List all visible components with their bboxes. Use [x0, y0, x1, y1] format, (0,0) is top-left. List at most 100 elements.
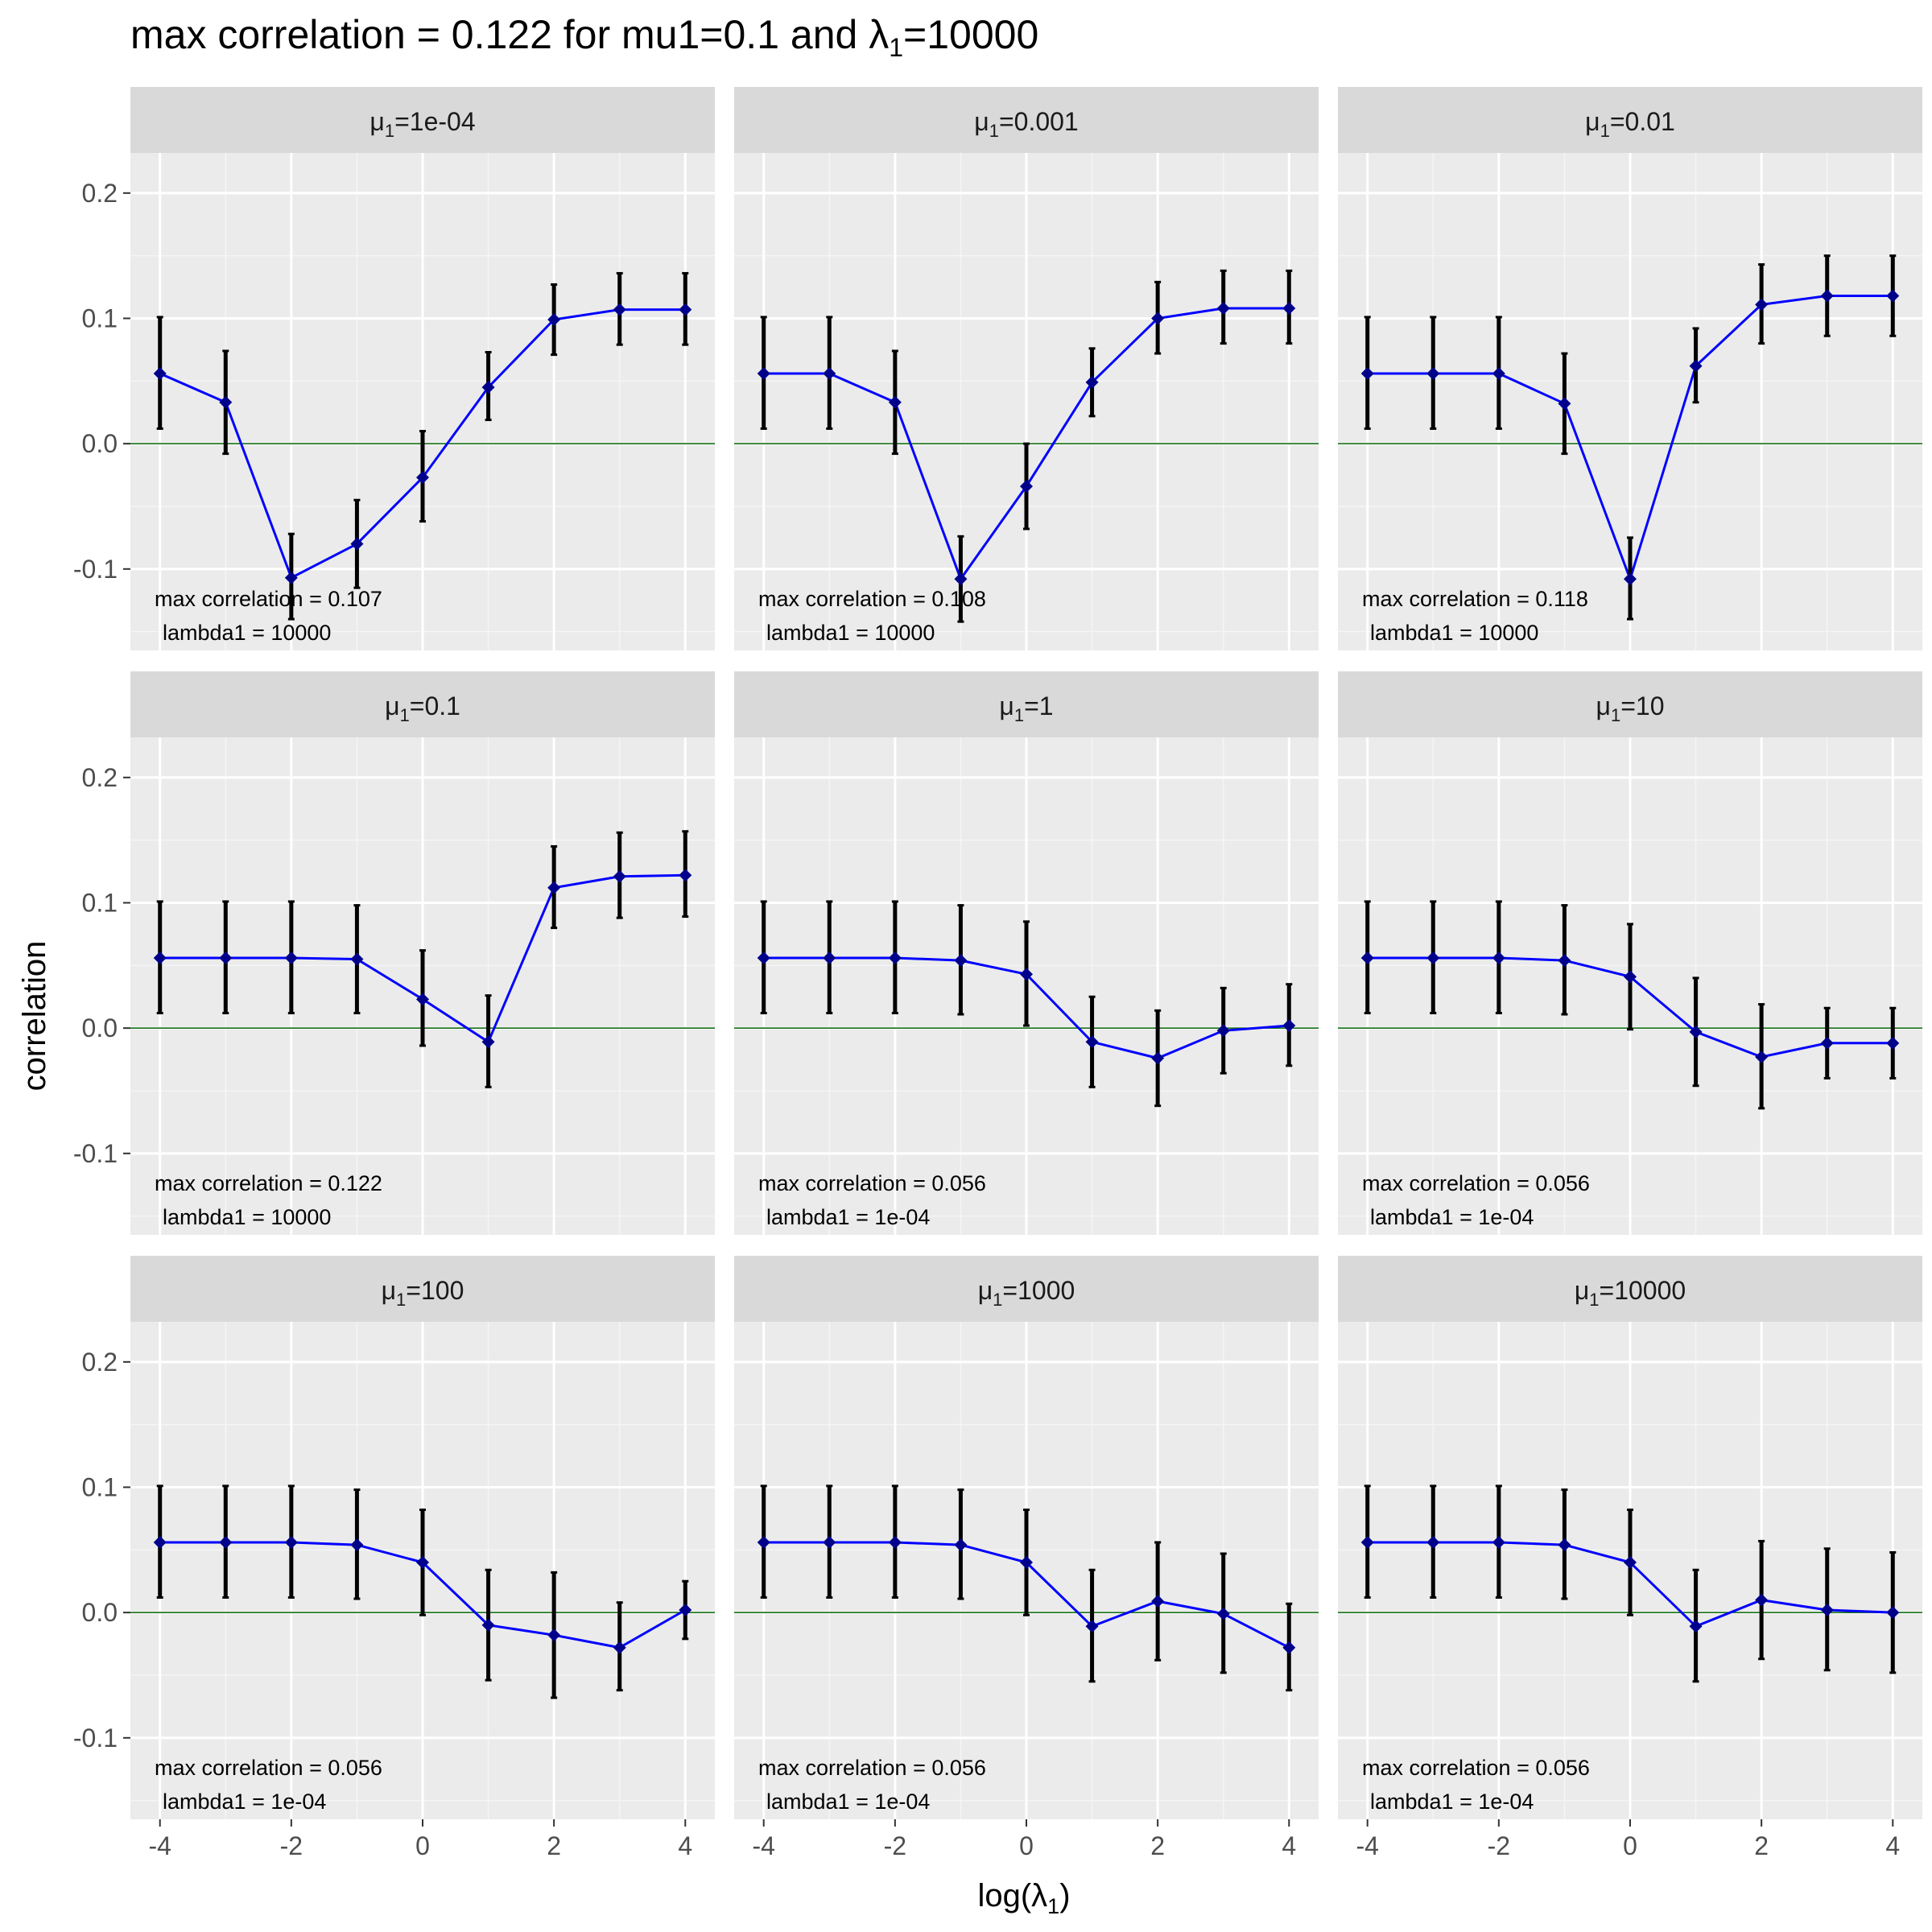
annotation-max-correlation: max correlation = 0.108	[758, 587, 986, 611]
data-point	[613, 869, 626, 883]
facet-strip	[1338, 671, 1922, 737]
data-point	[1755, 1593, 1769, 1607]
data-point	[1755, 1050, 1769, 1063]
data-point	[350, 1538, 364, 1552]
data-point	[1426, 1535, 1440, 1549]
annotation-lambda: lambda1 = 1e-04	[163, 1790, 326, 1814]
data-point	[481, 1618, 495, 1632]
x-tick-label: -4	[148, 1831, 171, 1860]
y-tick-label: -0.1	[73, 555, 118, 584]
facet-strip-label: μ1=0.1	[385, 691, 460, 725]
data-point	[679, 1604, 692, 1617]
data-point	[1151, 1051, 1165, 1065]
data-point	[823, 951, 836, 964]
annotation-max-correlation: max correlation = 0.056	[155, 1756, 382, 1780]
y-tick-label: 0.1	[82, 888, 118, 917]
y-axis-label: correlation	[17, 941, 52, 1092]
data-point	[1360, 1535, 1374, 1549]
data-point	[1558, 954, 1571, 968]
data-point	[350, 537, 364, 551]
data-point	[1151, 1595, 1165, 1608]
data-point	[1820, 289, 1834, 303]
data-point	[547, 1629, 561, 1642]
data-point	[284, 951, 298, 964]
data-point	[679, 869, 692, 882]
annotation-lambda: lambda1 = 10000	[163, 1205, 331, 1229]
facet-strip-label: μ1=10000	[1575, 1276, 1686, 1310]
data-point	[1558, 397, 1571, 411]
data-point	[219, 1535, 233, 1549]
x-tick-label: 2	[1754, 1831, 1769, 1860]
data-point	[153, 951, 167, 964]
data-point	[1886, 289, 1900, 303]
data-point	[284, 1535, 298, 1549]
facet-panel: μ1=1e-04 max correlation = 0.107 lambda1 =…	[73, 87, 715, 650]
data-point	[1624, 970, 1637, 984]
facet-strip	[1338, 87, 1922, 153]
facet-strip	[130, 671, 715, 737]
y-tick-label: 0.1	[82, 1472, 118, 1501]
annotation-max-correlation: max correlation = 0.056	[758, 1171, 986, 1195]
data-point	[1558, 1538, 1571, 1552]
facet-strip	[1338, 1256, 1922, 1322]
data-point	[1624, 1555, 1637, 1569]
facet-panel: μ1=10 max correlation = 0.056 lambda1 = 1e…	[1338, 671, 1922, 1235]
data-point	[1282, 302, 1296, 316]
data-point	[888, 395, 902, 409]
data-point	[547, 881, 561, 894]
data-point	[416, 993, 429, 1006]
x-tick-label: -2	[280, 1831, 303, 1860]
data-point	[1492, 951, 1505, 964]
data-point	[1426, 366, 1440, 380]
facet-strip-label: μ1=0.01	[1585, 107, 1675, 141]
x-tick-label: 0	[1623, 1831, 1637, 1860]
x-tick-label: -2	[1488, 1831, 1510, 1860]
annotation-lambda: lambda1 = 1e-04	[766, 1205, 930, 1229]
facet-strip-label: μ1=1	[999, 691, 1053, 725]
data-point	[1426, 951, 1440, 964]
x-tick-label: 4	[678, 1831, 692, 1860]
facet-strip	[734, 1256, 1319, 1322]
data-point	[1689, 1025, 1703, 1038]
annotation-max-correlation: max correlation = 0.122	[155, 1171, 382, 1195]
data-point	[757, 951, 770, 964]
data-point	[1886, 1036, 1900, 1050]
y-tick-label: 0.0	[82, 1598, 118, 1627]
data-point	[1085, 1035, 1099, 1049]
data-point	[1492, 366, 1505, 380]
facet-strip	[734, 671, 1319, 737]
data-point	[1216, 302, 1230, 316]
data-point	[954, 1538, 968, 1552]
data-point	[1020, 968, 1033, 981]
data-point	[1755, 298, 1769, 312]
facet-strip	[734, 87, 1319, 153]
x-tick-label: 0	[415, 1831, 430, 1860]
data-point	[1085, 1620, 1099, 1633]
facet-panel: μ1=1 max correlation = 0.056 lambda1 = 1e-…	[734, 671, 1319, 1235]
data-point	[1282, 1019, 1296, 1033]
data-point	[613, 303, 626, 316]
data-point	[1689, 1620, 1703, 1633]
y-tick-label: 0.2	[82, 1348, 118, 1377]
x-tick-label: -4	[1356, 1831, 1378, 1860]
facet-panel: μ1=0.001 max correlation = 0.108 lambda1 =…	[734, 87, 1319, 650]
data-point	[1216, 1607, 1230, 1620]
y-tick-label: 0.2	[82, 763, 118, 792]
data-point	[1151, 312, 1165, 325]
data-point	[679, 303, 692, 316]
data-point	[219, 951, 233, 964]
data-point	[888, 1535, 902, 1549]
facet-strip-label: μ1=1000	[978, 1276, 1075, 1310]
data-point	[1689, 359, 1703, 373]
x-tick-label: -2	[884, 1831, 906, 1860]
data-point	[1085, 375, 1099, 389]
x-tick-label: 4	[1885, 1831, 1900, 1860]
data-point	[823, 366, 836, 380]
data-point	[481, 1035, 495, 1049]
x-tick-label: 2	[1150, 1831, 1165, 1860]
data-point	[757, 1535, 770, 1549]
y-tick-label: 0.2	[82, 179, 118, 208]
y-tick-label: 0.0	[82, 1013, 118, 1042]
data-point	[1360, 951, 1374, 964]
data-point	[1020, 1555, 1033, 1569]
